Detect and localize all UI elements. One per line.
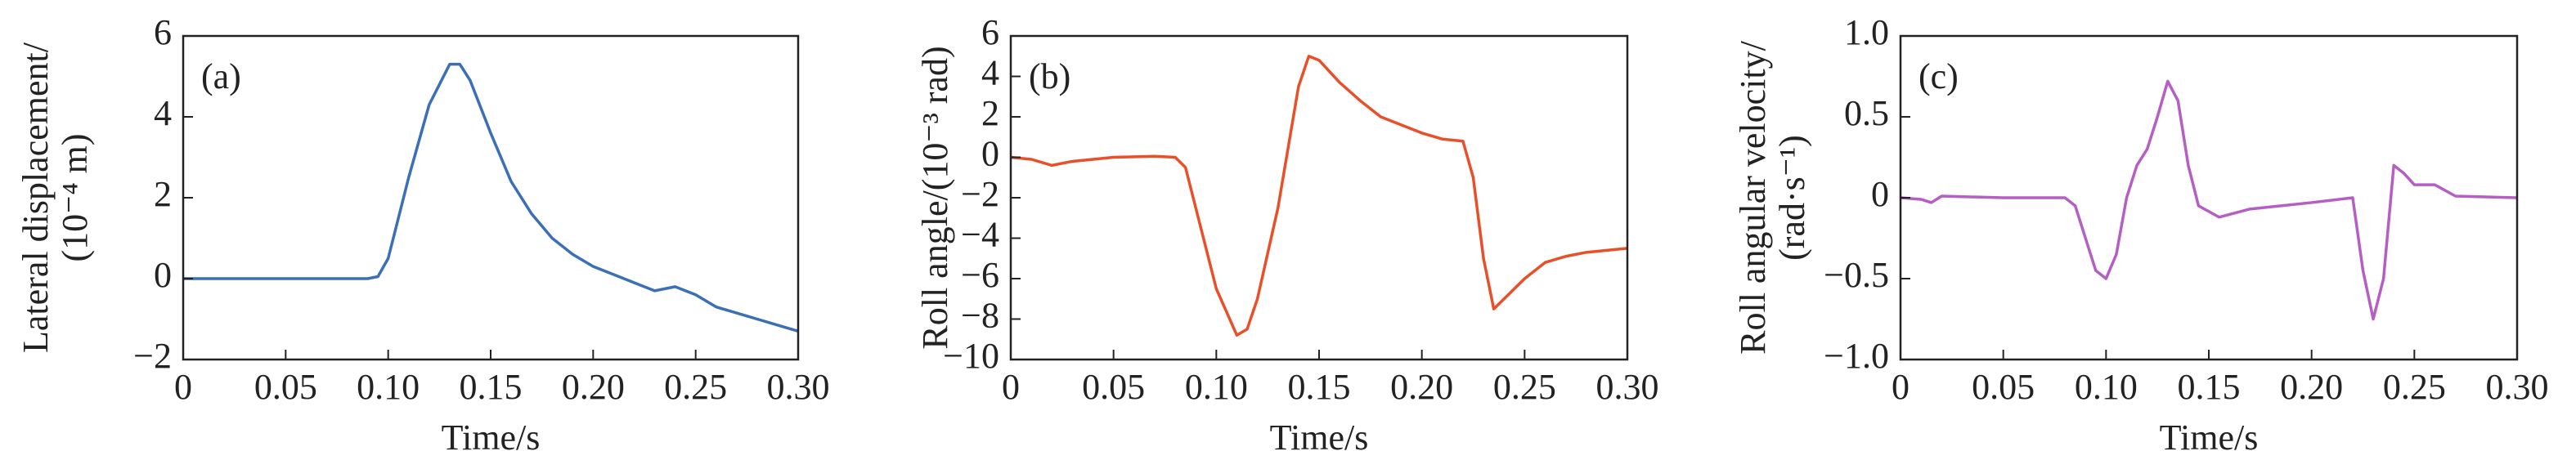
y-tick-label: 0.5 xyxy=(1844,93,1889,133)
plot-frame xyxy=(1009,34,1629,361)
y-tick-label: −2 xyxy=(961,174,999,214)
x-tick-label: 0.25 xyxy=(664,367,727,407)
y-tick-label: 2 xyxy=(154,174,172,214)
x-tick-label: 0.30 xyxy=(1596,367,1659,407)
y-tick-label: −2 xyxy=(133,336,172,376)
data-line xyxy=(1900,79,2518,321)
x-tick-label: 0.10 xyxy=(357,367,420,407)
data-line xyxy=(183,62,799,333)
x-tick-label: 0.05 xyxy=(1082,367,1145,407)
y-tick-label: 6 xyxy=(154,12,172,52)
y-tick-label: 1.0 xyxy=(1844,12,1889,52)
y-tick-label: −0.5 xyxy=(1824,255,1889,295)
y-tick-label: 6 xyxy=(981,12,999,52)
x-tick-label: 0.30 xyxy=(767,367,830,407)
y-tick-label: −10 xyxy=(943,336,999,376)
panel-label: (c) xyxy=(1919,56,1959,96)
x-tick-label: 0 xyxy=(1892,367,1910,407)
x-tick-label: 0.25 xyxy=(2383,367,2446,407)
y-tick-label: 0 xyxy=(154,255,172,295)
x-tick-label: 0.15 xyxy=(460,367,523,407)
panel-label: (b) xyxy=(1029,56,1070,96)
y-tick-label: −8 xyxy=(961,296,999,336)
x-tick-label: 0.20 xyxy=(1390,367,1453,407)
x-tick-label: 0.30 xyxy=(2486,367,2549,407)
plot-frame xyxy=(182,34,800,361)
y-tick-label: −6 xyxy=(961,255,999,295)
y-tick-label: 4 xyxy=(154,93,172,133)
y-axis-label: Roll angle/(10⁻³ rad) xyxy=(915,46,955,349)
x-tick-label: 0.15 xyxy=(1288,367,1351,407)
x-tick-label: 0.05 xyxy=(1972,367,2035,407)
x-tick-label: 0 xyxy=(174,367,192,407)
data-line xyxy=(1010,55,1628,337)
panel-label: (a) xyxy=(201,56,241,96)
y-tick-label: 0 xyxy=(1871,174,1889,214)
x-tick-label: 0.15 xyxy=(2178,367,2241,407)
y-axis-label: Roll angular velocity/ xyxy=(1733,40,1773,354)
x-axis-label: Time/s xyxy=(1270,418,1369,458)
x-tick-label: 0.10 xyxy=(2075,367,2138,407)
x-tick-label: 0.20 xyxy=(2280,367,2343,407)
y-tick-label: 2 xyxy=(981,93,999,133)
x-tick-label: 0 xyxy=(1002,367,1020,407)
y-axis-label: Lateral displacement/ xyxy=(16,42,56,353)
x-tick-label: 0.20 xyxy=(562,367,625,407)
y-tick-label: −4 xyxy=(961,215,999,255)
x-tick-label: 0.10 xyxy=(1185,367,1248,407)
x-axis-label: Time/s xyxy=(2160,418,2259,458)
y-tick-label: 4 xyxy=(981,53,999,93)
x-tick-label: 0.25 xyxy=(1493,367,1556,407)
y-tick-label: −1.0 xyxy=(1824,336,1889,376)
x-tick-label: 0.05 xyxy=(254,367,317,407)
x-axis-label: Time/s xyxy=(442,418,541,458)
y-axis-label: (rad·s⁻¹) xyxy=(1772,135,1812,261)
y-axis-label: (10⁻⁴ m) xyxy=(55,133,95,261)
y-tick-label: 0 xyxy=(981,134,999,174)
